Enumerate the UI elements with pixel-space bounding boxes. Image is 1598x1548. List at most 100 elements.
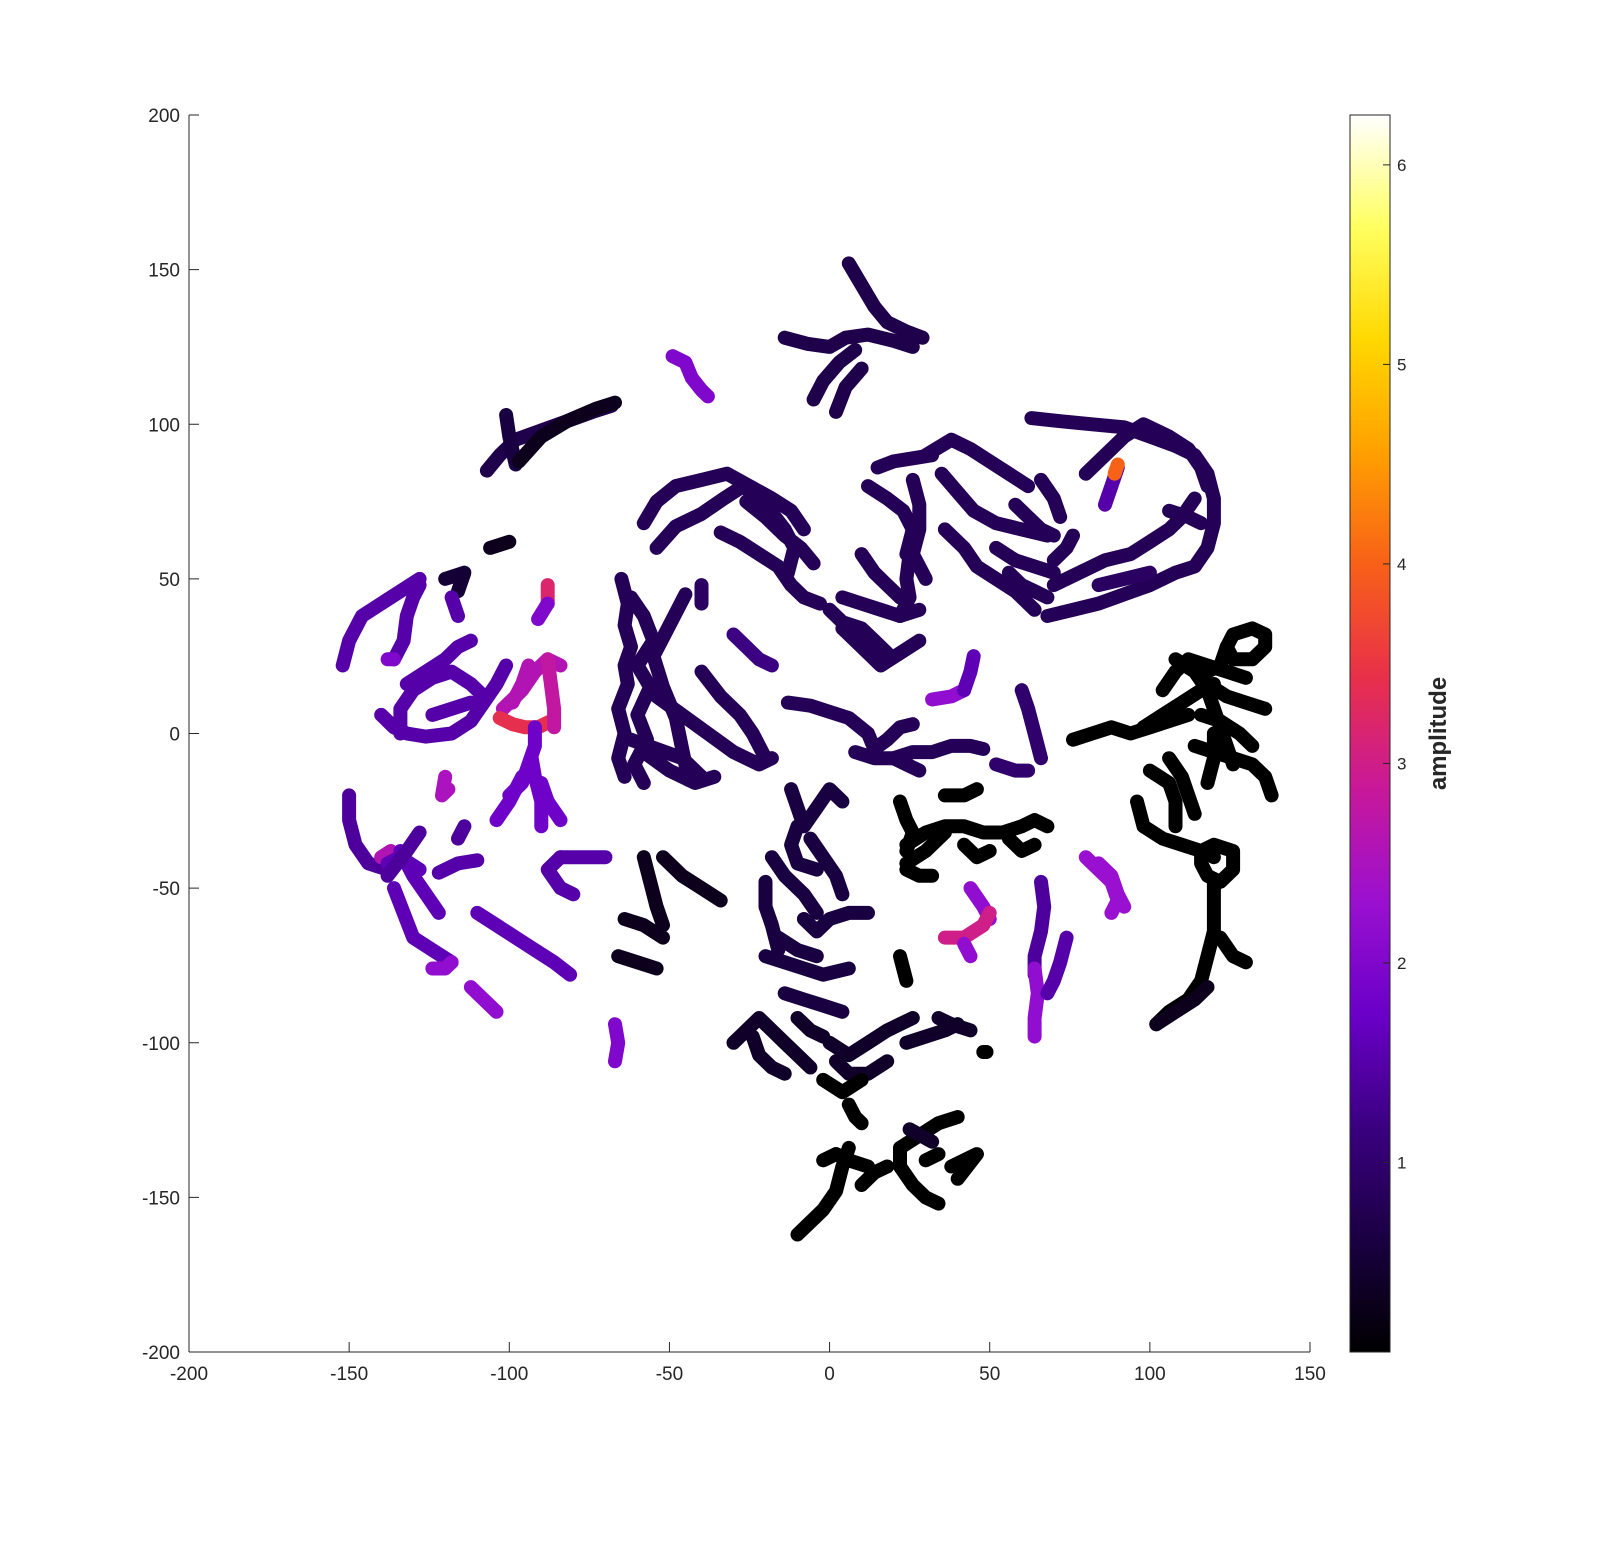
trajectory-44 — [1107, 457, 1125, 481]
trajectory-26 — [861, 479, 920, 562]
y-tick-label: -200 — [142, 1343, 180, 1364]
trajectory-88 — [796, 905, 875, 939]
axes: -200 -150 -100 -50 0 50 100 150 200 150 100 50 0 -50 -… — [142, 106, 1326, 1385]
trajectory-8 — [483, 534, 517, 555]
trajectory-122 — [957, 837, 997, 865]
colorbar-tick-label: 3 — [1397, 754, 1406, 773]
y-tick-label: -150 — [142, 1188, 180, 1209]
trajectory-91 — [777, 986, 850, 1019]
trajectory-36 — [1034, 472, 1068, 524]
trajectory-72 — [451, 819, 472, 846]
trajectory-100 — [931, 1011, 978, 1038]
colorbar-tick-label: 6 — [1397, 156, 1406, 175]
trajectory-17 — [624, 732, 709, 784]
trajectory-149 — [1213, 930, 1253, 970]
x-tick-label: 100 — [1134, 1364, 1166, 1385]
trajectory-82 — [611, 949, 664, 976]
trajectory-21 — [726, 627, 779, 673]
trajectory-85 — [764, 850, 824, 920]
trajectory-54 — [435, 769, 456, 803]
trajectory-130 — [1027, 961, 1045, 1044]
trajectory-2 — [806, 343, 863, 407]
trajectory-143 — [1200, 639, 1234, 679]
colorbar-ticks: 1 2 3 4 5 6 — [1383, 156, 1406, 1172]
trajectory-41 — [1046, 491, 1202, 593]
trajectory-97 — [816, 1072, 869, 1100]
trajectory-63 — [489, 769, 530, 828]
trajectory-18 — [713, 525, 827, 611]
trajectory-117 — [989, 757, 1036, 778]
trajectory-11 — [611, 571, 638, 784]
trajectory-96 — [829, 1054, 895, 1081]
trajectory-5 — [499, 408, 523, 472]
trajectory-66 — [374, 844, 398, 865]
trajectory-131 — [1040, 930, 1074, 1001]
trajectory-89 — [758, 949, 856, 982]
trajectory-107 — [918, 1147, 946, 1168]
trajectory-134 — [1066, 707, 1196, 747]
trajectory-25 — [822, 602, 895, 661]
trajectory-146 — [1162, 751, 1202, 821]
colorbar: 1 2 3 4 5 6 amplitude — [1349, 114, 1452, 1353]
trajectory-81 — [617, 912, 670, 945]
trajectory-110 — [780, 695, 882, 756]
trajectory-95 — [822, 1011, 920, 1063]
y-tick-label: -50 — [153, 879, 180, 900]
trajectory-150 — [1149, 980, 1215, 1032]
trajectory-6 — [511, 395, 622, 469]
colorbar-title: amplitude — [1425, 677, 1452, 790]
trajectory-46 — [387, 578, 427, 667]
trajectory-74 — [425, 955, 459, 976]
trajectory-78 — [608, 1017, 626, 1069]
x-tick-label: -100 — [490, 1364, 528, 1385]
trajectory-94 — [790, 1011, 831, 1044]
trajectory-30 — [918, 432, 1036, 494]
trajectory-127 — [937, 905, 997, 945]
trajectory-106 — [893, 1110, 965, 1155]
trajectory-34 — [989, 540, 1061, 580]
trajectory-86 — [803, 831, 850, 902]
trajectory-76 — [540, 850, 581, 902]
trajectory-79 — [636, 850, 670, 933]
trajectory-45 — [335, 571, 427, 673]
trajectory-115 — [957, 649, 981, 698]
colorbar-tick-label: 5 — [1397, 355, 1406, 374]
trajectory-49 — [399, 633, 478, 691]
trajectory-29 — [893, 547, 917, 623]
trajectory-51 — [425, 695, 478, 722]
x-tick-label: -50 — [656, 1364, 683, 1385]
trajectory-71 — [431, 853, 485, 880]
y-tick-label: -100 — [142, 1034, 180, 1055]
trajectory-116 — [1014, 683, 1048, 766]
trajectory-16 — [694, 664, 773, 766]
trajectory-37 — [1046, 528, 1080, 568]
plot-area — [335, 256, 1279, 1242]
trajectory-105 — [893, 1140, 946, 1211]
trajectory-145 — [1142, 763, 1183, 834]
x-tick-label: -150 — [330, 1364, 368, 1385]
trajectory-73 — [470, 905, 578, 982]
trajectory-92 — [726, 1011, 818, 1075]
trajectory-65 — [342, 788, 395, 877]
trajectory-129 — [1027, 874, 1052, 982]
x-tick-label: -200 — [170, 1364, 208, 1385]
colorbar-tick-label: 2 — [1397, 954, 1406, 973]
trajectory-19 — [739, 494, 821, 571]
trajectory-147 — [1194, 837, 1241, 889]
trajectory-138 — [1200, 677, 1273, 716]
trajectory-112 — [848, 738, 991, 766]
trajectory-1 — [777, 327, 920, 354]
trajectory-90 — [771, 930, 824, 964]
trajectory-109 — [902, 1122, 940, 1149]
trajectory-24 — [835, 621, 927, 673]
trajectory-103 — [816, 1147, 875, 1174]
trajectory-38 — [1024, 411, 1221, 623]
trajectory-53 — [444, 590, 465, 623]
trajectory-128 — [957, 936, 978, 964]
trajectory-141 — [1200, 726, 1221, 790]
trajectory-42 — [1091, 565, 1157, 593]
trajectory-56 — [531, 596, 555, 627]
trajectory-39 — [1078, 417, 1215, 494]
trajectory-120 — [937, 782, 984, 803]
y-tick-label: 150 — [148, 261, 180, 282]
